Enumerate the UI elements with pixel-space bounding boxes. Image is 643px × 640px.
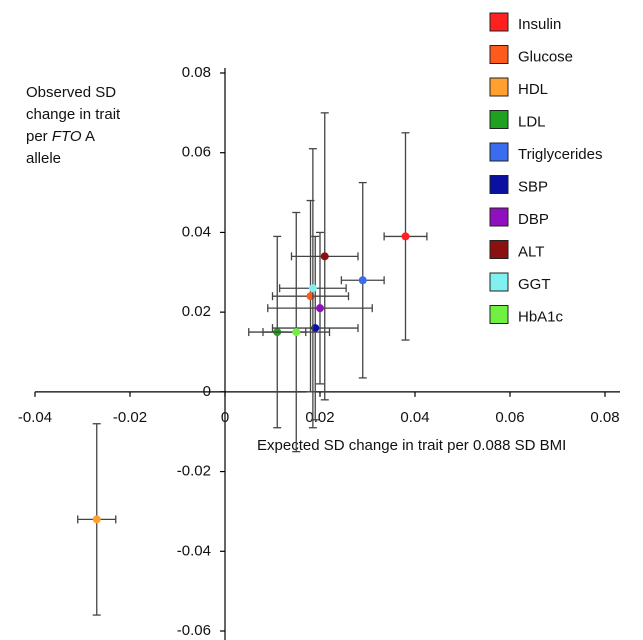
legend-label: Glucose: [518, 48, 573, 65]
y-tick-label: -0.02: [177, 463, 211, 480]
y-axis-label-part: A: [85, 128, 95, 145]
y-tick-label: -0.06: [177, 622, 211, 639]
x-tick-label: -0.02: [113, 409, 147, 426]
y-axis-label: per FTO A: [26, 128, 95, 145]
y-tick-label: 0.06: [182, 144, 211, 161]
y-axis-label: change in trait: [26, 106, 121, 123]
y-axis-label-part: per: [26, 128, 48, 145]
y-tick-label: 0.04: [182, 223, 211, 240]
legend-label: DBP: [518, 211, 549, 228]
legend-swatch: [489, 110, 509, 129]
legend-swatch: [489, 12, 509, 32]
legend-label: Insulin: [518, 16, 561, 33]
point: [358, 276, 367, 285]
y-axis-label: Observed SD: [26, 84, 116, 101]
legend-label: SBP: [518, 178, 548, 195]
y-axis-label: allele: [26, 150, 61, 167]
legend-swatch: [489, 77, 509, 97]
x-axis-label: Expected SD change in trait per 0.088 SD…: [257, 437, 566, 454]
legend-label: Triglycerides: [518, 146, 602, 163]
point: [401, 232, 410, 241]
legend-label: HDL: [518, 81, 548, 98]
point: [92, 515, 101, 524]
x-tick-label: 0.02: [305, 409, 334, 426]
legend-label: ALT: [518, 243, 544, 260]
y-tick-label: -0.04: [177, 542, 211, 559]
x-tick-label: 0.04: [400, 409, 429, 426]
x-tick-label: -0.04: [18, 409, 52, 426]
x-tick-label: 0.06: [495, 409, 524, 426]
legend-swatch: [489, 142, 509, 162]
legend-swatch: [489, 207, 509, 227]
point: [316, 304, 324, 313]
legend-swatch: [489, 240, 509, 259]
legend-label: GGT: [518, 276, 551, 293]
point: [320, 252, 329, 261]
legend-label: HbA1c: [518, 308, 564, 325]
x-tick-label: 0.08: [590, 409, 619, 426]
point: [292, 328, 301, 337]
legend-swatch: [489, 272, 509, 292]
y-tick-label: 0.08: [182, 64, 211, 81]
point: [308, 284, 317, 293]
legend-label: LDL: [518, 113, 546, 130]
x-tick-label: 0: [221, 409, 229, 426]
y-axis-label-part: FTO: [52, 128, 82, 145]
y-tick-label: 0: [203, 383, 211, 400]
legend-swatch: [489, 305, 509, 324]
y-tick-label: 0.02: [182, 303, 211, 320]
legend-swatch: [489, 45, 509, 64]
legend-swatch: [489, 175, 509, 194]
